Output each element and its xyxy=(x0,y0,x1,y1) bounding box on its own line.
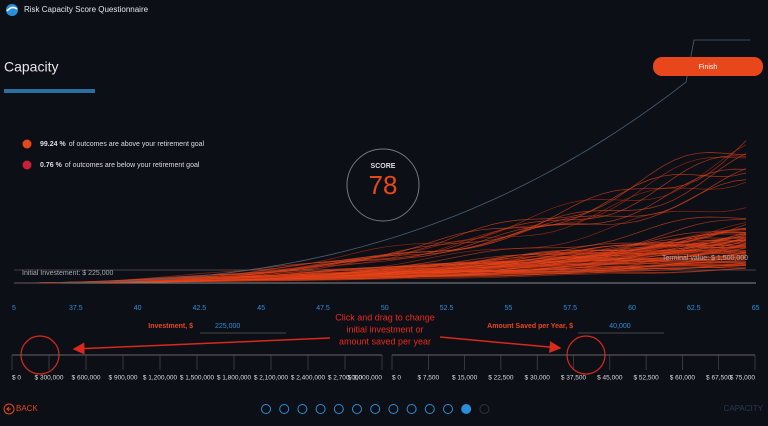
legend-percent: 99.24 % xyxy=(40,141,66,148)
slider-value[interactable]: 225,000 xyxy=(215,323,240,330)
slider-label: Amount Saved per Year, $ xyxy=(487,323,573,330)
slider-tick-label: $ 1,500,000 xyxy=(180,375,215,382)
page-dot[interactable] xyxy=(424,404,435,414)
page-dot[interactable] xyxy=(261,404,271,414)
page-dot[interactable] xyxy=(370,404,381,414)
slider-tick-label: $ 1,800,000 xyxy=(217,375,252,382)
legend-item: 0.76 % of outcomes are below your retirem… xyxy=(40,162,200,169)
app-title: Risk Capacity Score Questionnaire xyxy=(24,5,149,14)
slider-tick-label: $ 1,200,000 xyxy=(143,375,178,382)
score-ring xyxy=(346,148,420,222)
slider-tick-label: $ 2,700,000 xyxy=(328,375,363,382)
slider-label: Investment, $ xyxy=(148,323,193,330)
back-arrow[interactable] xyxy=(6,406,11,412)
simulation-path xyxy=(13,244,747,284)
annotation: initial investment or xyxy=(346,324,423,334)
slider-tick-label: $ 3,000,000 xyxy=(348,375,383,382)
arrow-right xyxy=(439,336,562,354)
finish-button[interactable] xyxy=(653,57,763,76)
slider-tick-label: $ 67,500 xyxy=(706,375,732,382)
finish-label[interactable]: Finish xyxy=(699,64,718,71)
slider-tick-label: $ 2,100,000 xyxy=(254,375,289,382)
simulation-path xyxy=(13,231,747,284)
slider-tick-label: $ 0 xyxy=(12,375,21,382)
slider-tick-label: $ 600,000 xyxy=(72,375,101,382)
simulation-fan xyxy=(13,39,756,284)
page-dot[interactable] xyxy=(443,404,453,414)
x-axis-label: 65 xyxy=(752,305,760,312)
page-dot[interactable] xyxy=(388,404,399,414)
current-step: CAPACITY xyxy=(724,404,764,413)
x-axis-label: 45 xyxy=(257,305,265,312)
page-dot[interactable] xyxy=(297,404,308,414)
page-heading: Capacity xyxy=(4,59,58,75)
max-path xyxy=(14,39,750,284)
simulation-path xyxy=(13,152,747,284)
simulation-path xyxy=(13,179,747,284)
terminal-value: Terminal value: $ 1,500,000 xyxy=(662,255,748,262)
page-dot[interactable] xyxy=(461,404,472,414)
slider-tick-label: $ 30,000 xyxy=(525,375,551,382)
legend-text: of outcomes are below your retirement go… xyxy=(65,162,200,169)
legend-item: 99.24 % of outcomes are above your retire… xyxy=(40,141,205,148)
score-value: 78 xyxy=(369,170,398,200)
arrow-left xyxy=(72,337,331,355)
annotation: Click and drag to change xyxy=(335,312,435,322)
legend-text: of outcomes are above your retirement go… xyxy=(69,141,205,148)
page-dot[interactable] xyxy=(406,404,417,414)
x-axis-label: 60 xyxy=(628,305,636,312)
slider-tick-label: $ 0 xyxy=(392,375,401,382)
x-axis-label: 40 xyxy=(134,305,142,312)
x-axis-label: 47.5 xyxy=(316,305,330,312)
slider-tick-label: $ 22,500 xyxy=(488,375,514,382)
legend-percent: 0.76 % xyxy=(40,162,63,169)
slider-tick-label: $ 45,000 xyxy=(597,375,623,382)
page-dot[interactable] xyxy=(479,404,490,414)
slider-tick-label: $ 2,400,000 xyxy=(291,375,326,382)
annotation: amount saved per year xyxy=(339,336,431,346)
slider-tick-label: $ 7,500 xyxy=(417,375,439,382)
slider-tick-label: $ 15,000 xyxy=(452,375,478,382)
page-dot[interactable] xyxy=(315,404,326,414)
slider-tick-label: $ 37,500 xyxy=(561,375,587,382)
back-button[interactable]: BACK xyxy=(16,404,38,413)
page-dot[interactable] xyxy=(352,404,362,414)
x-axis-label: 42.5 xyxy=(193,305,207,312)
x-axis-label: 37.5 xyxy=(69,305,83,312)
app-icon-mark xyxy=(6,6,18,12)
slider-tick-label: $ 52,500 xyxy=(633,375,659,382)
x-axis-label: 50 xyxy=(381,305,389,312)
progress-bar xyxy=(4,89,95,93)
slider-value[interactable]: 40,000 xyxy=(609,323,631,330)
back-icon[interactable] xyxy=(3,403,15,415)
page-dot[interactable] xyxy=(279,404,290,414)
legend-dot-below xyxy=(22,160,32,170)
page-dot[interactable] xyxy=(333,404,344,414)
x-axis-label: 52.5 xyxy=(440,305,454,312)
slider-tick-label: $ 900,000 xyxy=(109,375,138,382)
legend-dot-above xyxy=(22,139,32,149)
x-axis-label: 55 xyxy=(505,305,513,312)
initial-value: Initial Investement: $ 225,000 xyxy=(22,270,114,277)
x-axis-label: 5 xyxy=(12,305,16,312)
x-axis-label: 62.5 xyxy=(687,305,701,312)
x-axis-label: 57.5 xyxy=(563,305,577,312)
slider-tick-label: $ 75,000 xyxy=(730,375,756,382)
slider-tick-label: $ 60,000 xyxy=(670,375,696,382)
slider-tick-label: $ 300,000 xyxy=(35,375,64,382)
score-label: SCORE xyxy=(371,163,396,170)
